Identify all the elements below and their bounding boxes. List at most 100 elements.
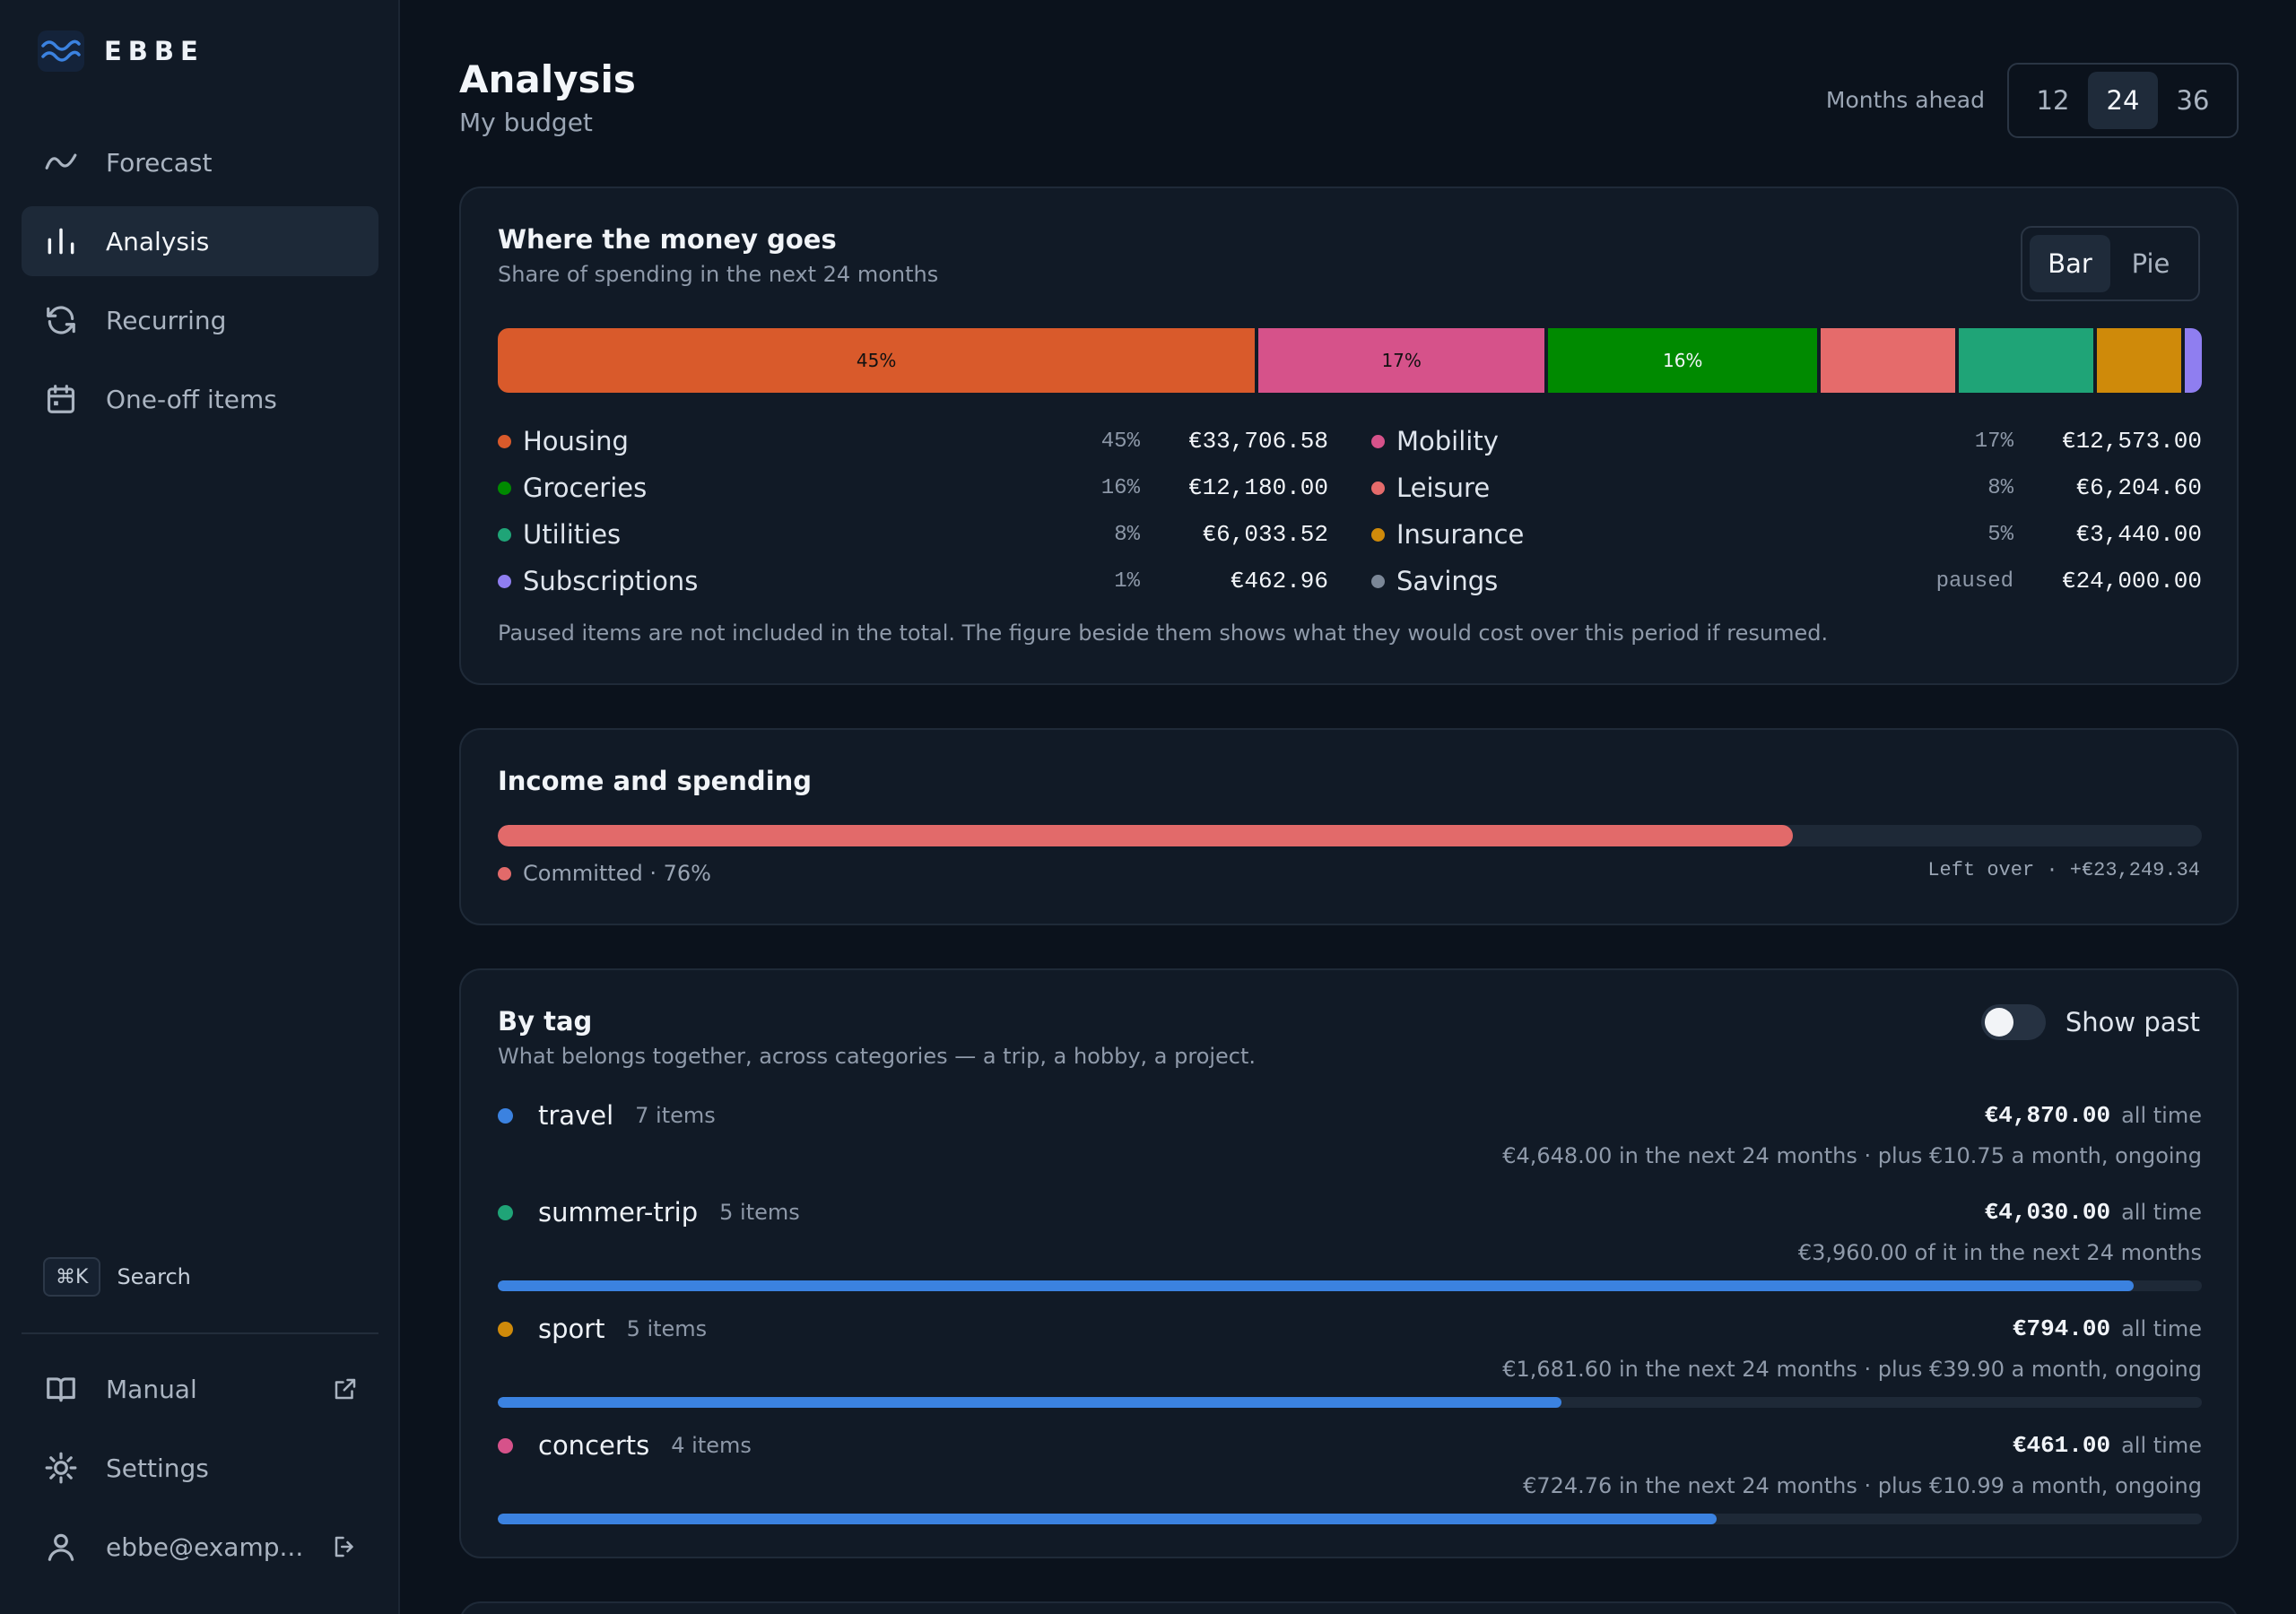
tag-name: travel bbox=[538, 1100, 614, 1131]
show-past-switch[interactable] bbox=[1980, 1004, 2046, 1040]
tag-detail: €724.76 in the next 24 months · plus €10… bbox=[1523, 1473, 2202, 1498]
legend-dot bbox=[498, 434, 511, 448]
tag-total-amount: €461.00 bbox=[2012, 1432, 2111, 1459]
legend-category: Savings bbox=[1396, 566, 1499, 596]
committed-progress-fill bbox=[498, 825, 1793, 846]
tag-row-travel[interactable]: travel 7 items €4,870.00 all time €4,648.00 … bbox=[498, 1096, 2202, 1176]
bar-chart-icon bbox=[43, 223, 79, 259]
tag-detail: €3,960.00 of it in the next 24 months bbox=[1797, 1240, 2202, 1265]
brand-name: EBBE bbox=[104, 36, 204, 66]
legend-category: Mobility bbox=[1396, 426, 1499, 456]
logout-icon[interactable] bbox=[332, 1533, 359, 1560]
sidebar-item-label: Settings bbox=[106, 1453, 209, 1483]
legend-dot bbox=[498, 574, 511, 588]
legend-percent: 17% bbox=[1974, 429, 2013, 454]
tag-progress-bar bbox=[498, 1397, 2202, 1408]
months-option-24[interactable]: 24 bbox=[2088, 72, 2158, 129]
paused-items-note: Paused items are not included in the tot… bbox=[498, 620, 1829, 646]
card-subtitle: What belongs together, across categories… bbox=[498, 1044, 1257, 1069]
spending-segment-insurance[interactable] bbox=[2097, 328, 2182, 393]
sidebar-item-forecast[interactable]: Forecast bbox=[22, 127, 378, 197]
legend-category: Utilities bbox=[523, 519, 622, 550]
sidebar-item-label: Recurring bbox=[106, 305, 227, 335]
months-option-36[interactable]: 36 bbox=[2176, 85, 2210, 116]
tag-item-count: 5 items bbox=[719, 1200, 800, 1225]
tag-total-amount: €4,870.00 bbox=[1984, 1102, 2111, 1129]
months-ahead-label: Months ahead bbox=[1825, 87, 1985, 113]
sidebar-item-manual[interactable]: Manual bbox=[22, 1354, 378, 1424]
income-spending-card: Income and spending Committed · 76% Left… bbox=[459, 728, 2239, 925]
spending-segment-utilities[interactable] bbox=[1959, 328, 2094, 393]
spending-segment-leisure[interactable] bbox=[1821, 328, 1956, 393]
legend-amount: €12,573.00 bbox=[2061, 428, 2202, 455]
sidebar-item-recurring[interactable]: Recurring bbox=[22, 285, 378, 355]
tag-detail: €4,648.00 in the next 24 months · plus €… bbox=[1502, 1143, 2202, 1168]
spending-segment-subscriptions[interactable] bbox=[2185, 328, 2202, 393]
legend-row-groceries: Groceries 16% €12,180.00 bbox=[498, 464, 1328, 511]
book-icon bbox=[43, 1371, 79, 1407]
sidebar-item-label: One-off items bbox=[106, 384, 277, 414]
chart-view-toggle: Bar Pie bbox=[2021, 226, 2200, 301]
gear-icon bbox=[43, 1450, 79, 1486]
spending-segment-housing[interactable]: 45% bbox=[498, 328, 1256, 393]
tag-color-dot bbox=[498, 1107, 513, 1124]
legend-row-mobility: Mobility 17% €12,573.00 bbox=[1371, 418, 2202, 464]
tag-header: travel 7 items €4,870.00 all time bbox=[498, 1096, 2202, 1135]
legend-category: Insurance bbox=[1396, 519, 1525, 550]
spending-breakdown-card: Where the money goes Share of spending i… bbox=[459, 187, 2239, 685]
sidebar-item-settings[interactable]: Settings bbox=[22, 1433, 378, 1503]
sidebar-item-account[interactable]: ebbe@examp... bbox=[22, 1512, 378, 1582]
sidebar-item-one-off[interactable]: One-off items bbox=[22, 364, 378, 434]
switch-knob bbox=[1984, 1008, 2013, 1037]
legend-row-insurance: Insurance 5% €3,440.00 bbox=[1371, 511, 2202, 558]
card-subtitle: Share of spending in the next 24 months bbox=[498, 262, 939, 287]
refresh-icon bbox=[43, 302, 79, 338]
tag-row-sport[interactable]: sport 5 items €794.00 all time €1,681.60 in … bbox=[498, 1309, 2202, 1408]
legend-percent: 16% bbox=[1100, 475, 1140, 500]
wave-logo-icon bbox=[38, 30, 84, 72]
page-subtitle: My budget bbox=[459, 108, 593, 137]
legend-row-utilities: Utilities 8% €6,033.52 bbox=[498, 511, 1328, 558]
tag-detail: €1,681.60 in the next 24 months · plus €… bbox=[1502, 1357, 2202, 1382]
card-title: Where the money goes bbox=[498, 224, 837, 255]
tag-header: concerts 4 items €461.00 all time bbox=[498, 1426, 2202, 1465]
legend-category: Leisure bbox=[1396, 473, 1491, 503]
legend-dot bbox=[1371, 481, 1385, 495]
trend-line-icon bbox=[43, 144, 79, 180]
show-past-toggle[interactable]: Show past bbox=[1980, 1004, 2200, 1040]
brand-logo[interactable]: EBBE bbox=[38, 30, 204, 72]
tag-item-count: 4 items bbox=[671, 1433, 752, 1458]
spending-segment-mobility[interactable]: 17% bbox=[1258, 328, 1545, 393]
sidebar-item-label: Analysis bbox=[106, 226, 210, 256]
tag-name: summer-trip bbox=[538, 1197, 699, 1228]
tag-row-summer-trip[interactable]: summer-trip 5 items €4,030.00 all time €3,96… bbox=[498, 1193, 2202, 1291]
view-pie-button[interactable]: Pie bbox=[2131, 248, 2170, 279]
search-shortcut[interactable]: ⌘K Search bbox=[43, 1257, 191, 1297]
main-nav: Forecast Analysis Recurring One-off item… bbox=[22, 127, 378, 443]
legend-percent: 8% bbox=[1114, 522, 1140, 547]
legend-row-savings: Savings paused €24,000.00 bbox=[1371, 558, 2202, 604]
legend-dot bbox=[498, 481, 511, 495]
tag-progress-fill bbox=[498, 1397, 1561, 1408]
sidebar-bottom-nav: Manual Settings ebbe@examp... bbox=[22, 1354, 378, 1591]
committed-dot bbox=[498, 866, 511, 881]
legend-row-subscriptions: Subscriptions 1% €462.96 bbox=[498, 558, 1328, 604]
show-past-label: Show past bbox=[2065, 1007, 2200, 1037]
tag-all-time-label: all time bbox=[2121, 1200, 2202, 1225]
tag-progress-bar bbox=[498, 1514, 2202, 1524]
legend-amount: €3,440.00 bbox=[2075, 521, 2202, 548]
tag-row-concerts[interactable]: concerts 4 items €461.00 all time €724.76 in… bbox=[498, 1426, 2202, 1524]
legend-amount: €6,204.60 bbox=[2075, 474, 2202, 501]
sidebar-item-label: Forecast bbox=[106, 147, 213, 178]
sidebar-divider bbox=[22, 1332, 378, 1334]
tag-name: concerts bbox=[538, 1430, 650, 1461]
tag-list: travel 7 items €4,870.00 all time €4,648.00 … bbox=[498, 1096, 2202, 1542]
months-option-12[interactable]: 12 bbox=[2036, 85, 2070, 116]
legend-category: Subscriptions bbox=[523, 566, 699, 596]
tag-item-count: 7 items bbox=[635, 1103, 716, 1128]
legend-amount: €12,180.00 bbox=[1187, 474, 1328, 501]
view-bar-button[interactable]: Bar bbox=[2030, 235, 2110, 292]
sidebar-item-analysis[interactable]: Analysis bbox=[22, 206, 378, 276]
spending-legend: Housing 45% €33,706.58 Mobility 17% €12,573.0… bbox=[498, 418, 2202, 604]
spending-segment-groceries[interactable]: 16% bbox=[1548, 328, 1818, 393]
